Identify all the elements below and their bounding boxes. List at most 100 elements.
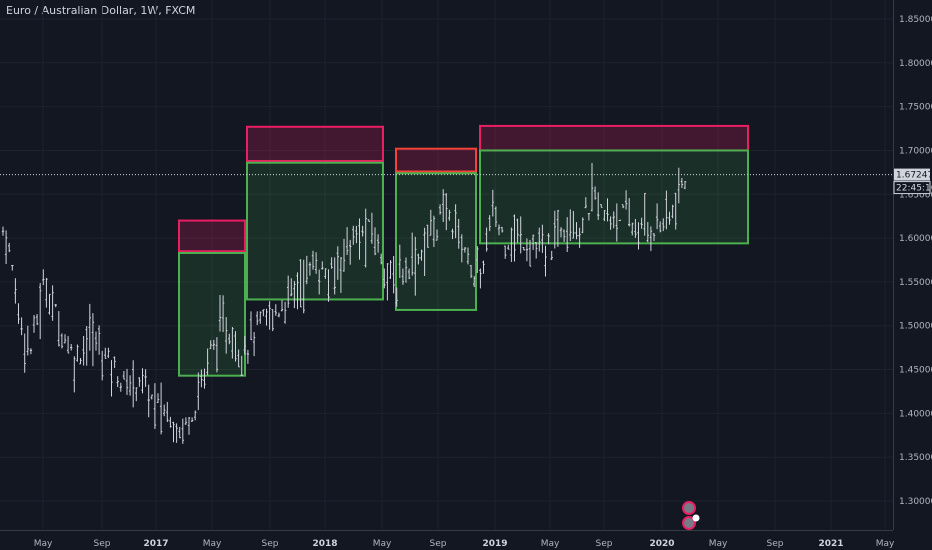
ohlc-bar bbox=[442, 189, 445, 223]
ohlc-bar bbox=[590, 163, 594, 212]
ohlc-bar bbox=[531, 234, 535, 251]
ohlc-bar bbox=[172, 421, 175, 443]
ohlc-bar bbox=[544, 245, 547, 277]
ohlc-bar bbox=[94, 331, 98, 351]
badge-icon bbox=[692, 514, 700, 522]
ohlc-bar bbox=[380, 253, 383, 265]
ohlc-bar bbox=[389, 260, 392, 279]
ohlc-bar bbox=[345, 227, 349, 255]
ohlc-bar bbox=[628, 198, 631, 227]
ohlc-bar bbox=[510, 227, 513, 262]
ohlc-bar bbox=[252, 331, 256, 357]
supply-zone[interactable] bbox=[246, 125, 384, 162]
ohlc-bar bbox=[395, 287, 398, 307]
time-tick: Sep bbox=[430, 539, 447, 549]
ohlc-bar bbox=[163, 404, 166, 417]
ohlc-bar bbox=[367, 219, 370, 222]
ohlc-bar bbox=[138, 377, 141, 387]
ohlc-bar bbox=[4, 230, 8, 265]
ohlc-bar bbox=[445, 193, 448, 231]
price-axis[interactable]: 1.85000 1.80000 1.75000 1.70000 1.65000 1.600… bbox=[0, 0, 932, 530]
ohlc-bar bbox=[259, 311, 262, 324]
demand-zone[interactable] bbox=[395, 172, 477, 311]
ohlc-bar bbox=[376, 234, 380, 253]
price-tick: 1.70000 bbox=[899, 146, 932, 156]
ohlc-bar bbox=[32, 314, 36, 333]
ohlc-bar bbox=[358, 218, 361, 260]
ohlc-bar bbox=[541, 224, 544, 253]
zones[interactable] bbox=[178, 124, 749, 377]
ohlc-bar bbox=[578, 227, 581, 248]
ohlc-bar bbox=[634, 218, 637, 238]
ohlc-bar bbox=[522, 247, 525, 251]
ohlc-bar bbox=[665, 190, 668, 230]
ohlc-bar bbox=[559, 227, 563, 238]
ohlc-bar bbox=[200, 369, 203, 388]
ohlc-bar bbox=[97, 325, 101, 355]
time-tick: May bbox=[541, 539, 560, 549]
time-axis[interactable]: May Sep 2017 May Sep 2018 May Sep 2019 May Sep 2020… bbox=[0, 530, 895, 550]
ohlc-bar bbox=[491, 189, 494, 217]
ohlc-bar bbox=[225, 317, 228, 354]
ohlc-bar bbox=[305, 255, 308, 285]
ohlc-bar bbox=[181, 418, 184, 444]
ohlc-bar bbox=[361, 225, 364, 237]
ohlc-bar bbox=[457, 218, 460, 249]
ohlc-bar bbox=[116, 376, 119, 388]
ohlc-bar bbox=[488, 215, 491, 232]
ohlc-bar bbox=[671, 204, 674, 219]
ohlc-bar bbox=[290, 278, 293, 297]
ohlc-bar bbox=[466, 247, 470, 265]
ohlc-bar bbox=[82, 336, 85, 366]
ohlc-bar bbox=[215, 337, 219, 373]
current-price-tag bbox=[894, 168, 930, 181]
ohlc-bar bbox=[128, 375, 132, 396]
ohlc-bar bbox=[246, 349, 250, 364]
ohlc-bar bbox=[519, 216, 522, 254]
ohlc-bar bbox=[469, 264, 473, 278]
ohlc-bar bbox=[85, 325, 88, 366]
ohlc-bar bbox=[494, 206, 498, 227]
ohlc-bar bbox=[426, 224, 429, 248]
ohlc-bar bbox=[110, 360, 113, 397]
ohlc-bar bbox=[538, 227, 541, 252]
supply-zone[interactable] bbox=[178, 219, 246, 253]
ohlc-bar bbox=[287, 275, 290, 308]
ohlc-bar bbox=[330, 257, 333, 269]
ohlc-bar bbox=[237, 349, 240, 368]
ohlc-bar bbox=[432, 215, 436, 248]
ohlc-bar bbox=[169, 416, 172, 428]
ohlc-bar bbox=[674, 192, 677, 230]
supply-zone[interactable] bbox=[395, 147, 477, 173]
ohlc-bar bbox=[147, 384, 150, 418]
alert-markers[interactable] bbox=[682, 501, 700, 530]
ohlc-bar bbox=[631, 222, 634, 236]
ohlc-bar bbox=[274, 304, 277, 316]
ohlc-bar bbox=[308, 262, 312, 276]
ohlc-bar bbox=[166, 401, 169, 423]
ohlc-bar bbox=[333, 257, 336, 295]
ohlc-bar bbox=[141, 368, 144, 394]
ohlc-bar bbox=[615, 203, 618, 242]
demand-zone[interactable] bbox=[178, 251, 246, 377]
ohlc-bar bbox=[119, 382, 122, 392]
ohlc-bar bbox=[516, 218, 519, 243]
alert-marker-icon[interactable] bbox=[682, 501, 696, 515]
ohlc-bar bbox=[476, 246, 479, 274]
ohlc-bar bbox=[600, 204, 603, 208]
demand-zone[interactable] bbox=[246, 161, 384, 301]
price-tick: 1.55000 bbox=[899, 278, 932, 288]
time-tick: 2021 bbox=[818, 539, 843, 549]
ohlc-bar bbox=[652, 233, 656, 242]
ohlc-bar bbox=[401, 268, 405, 285]
price-tick: 1.85000 bbox=[899, 15, 932, 25]
ohlc-bar bbox=[234, 331, 237, 362]
alert-marker-icon[interactable] bbox=[682, 516, 696, 530]
ohlc-bar bbox=[159, 382, 163, 435]
supply-zone[interactable] bbox=[479, 124, 749, 152]
ohlc-bar bbox=[609, 216, 612, 230]
ohlc-bar bbox=[349, 239, 352, 265]
ohlc-bar bbox=[339, 257, 343, 293]
ohlc-bar bbox=[420, 249, 423, 261]
